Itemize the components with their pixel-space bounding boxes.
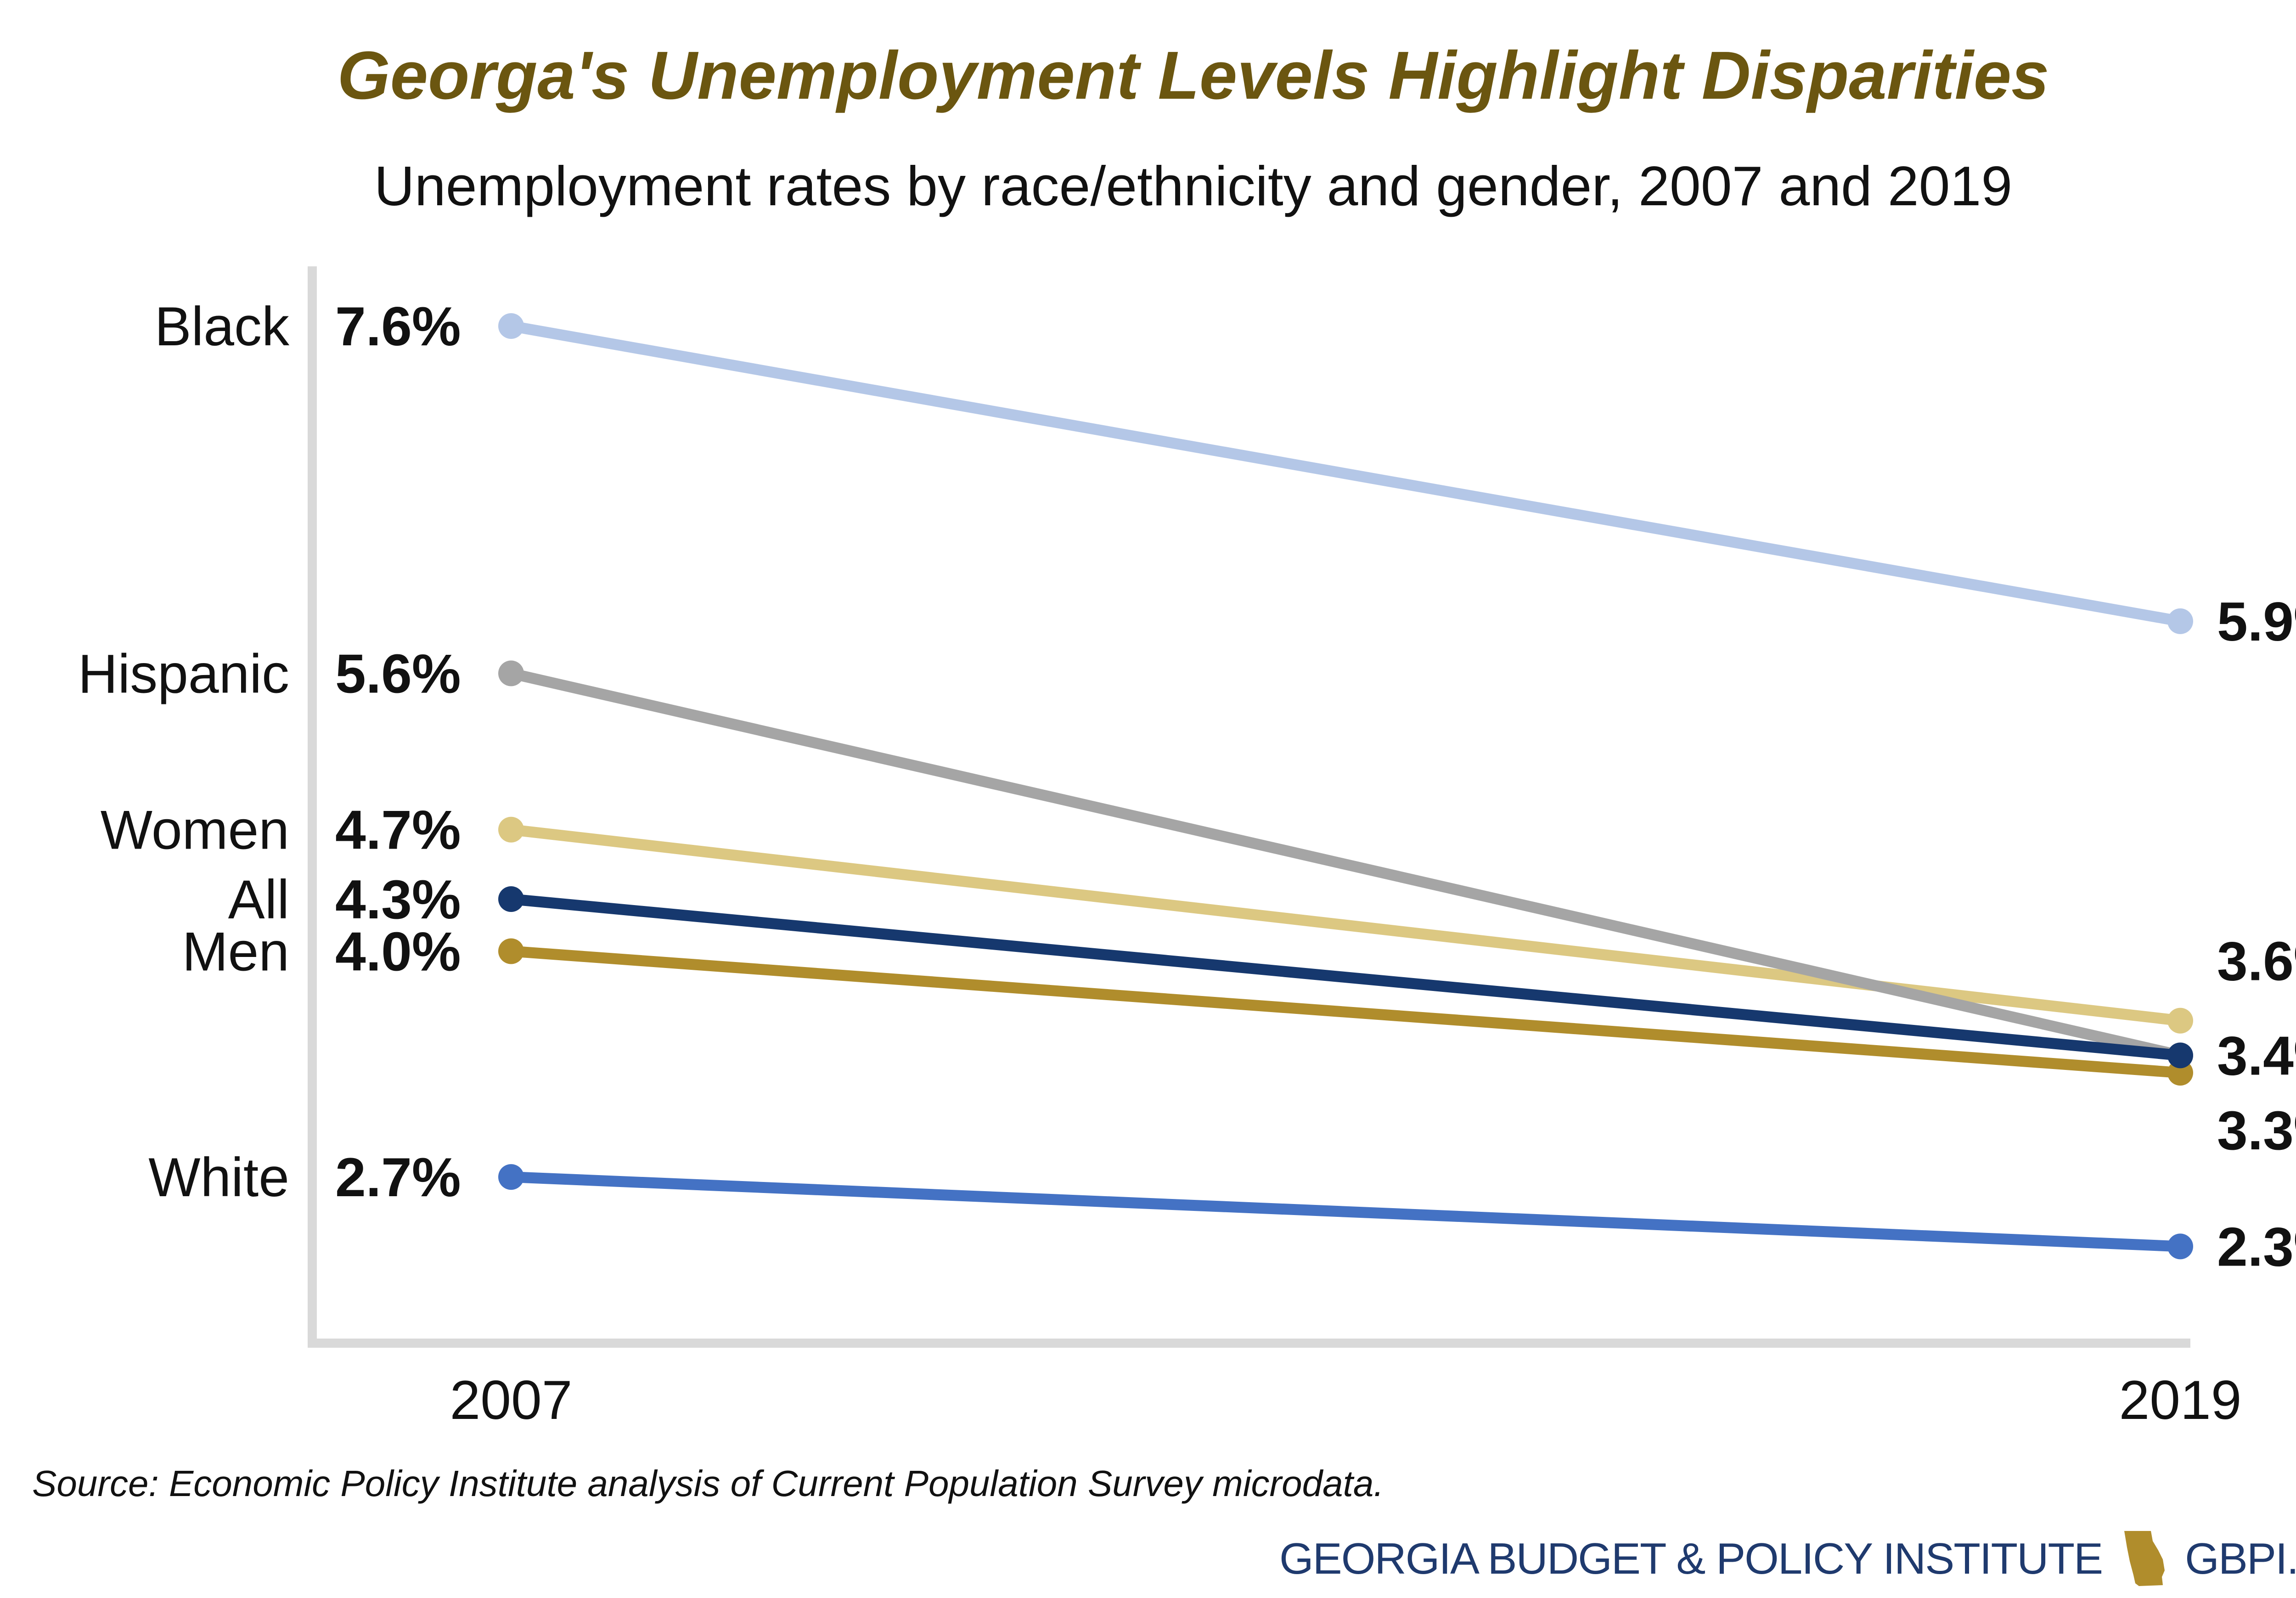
- series-name-women: Women: [101, 799, 289, 861]
- series-name-white: White: [148, 1147, 289, 1208]
- value-label-women-2019: 3.6%: [2217, 931, 2296, 992]
- series-line-white: [506, 1171, 2186, 1252]
- point-women-2007: [498, 816, 524, 843]
- point-black-2007: [498, 313, 524, 339]
- x-tick-label-2007: 2007: [450, 1369, 573, 1431]
- point-black-2019: [2167, 608, 2193, 634]
- source-note: Source: Economic Policy Institute analys…: [32, 1463, 1384, 1504]
- series-line-hispanic: [506, 668, 2186, 1061]
- value-label-all-2019: 3.4%: [2217, 1025, 2296, 1086]
- point-all-2007: [498, 886, 524, 912]
- value-label-women-2007: 4.7%: [335, 799, 461, 861]
- value-label-white-2019: 2.3%: [2217, 1216, 2296, 1277]
- series-name-men: Men: [182, 921, 289, 982]
- value-label-men-2007: 4.0%: [335, 921, 461, 982]
- chart-subtitle: Unemployment rates by race/ethnicity and…: [374, 155, 2013, 217]
- org-name: GEORGIA BUDGET & POLICY INSTITUTE: [1279, 1534, 2103, 1583]
- value-label-white-2007: 2.7%: [335, 1147, 461, 1208]
- point-white-2019: [2167, 1233, 2193, 1260]
- value-label-hispanic-2007: 5.6%: [335, 643, 461, 704]
- series-line-all: [506, 894, 2186, 1061]
- series-line-men: [506, 945, 2186, 1079]
- value-label-black-2007: 7.6%: [335, 296, 461, 357]
- point-white-2007: [498, 1164, 524, 1190]
- georgia-state-map-icon: [2124, 1531, 2165, 1586]
- value-label-men-2019: 3.3%: [2217, 1100, 2296, 1161]
- value-label-all-2007: 4.3%: [335, 869, 461, 930]
- x-tick-label-2019: 2019: [2119, 1369, 2242, 1431]
- chart-title: Georga's Unemployment Levels Highlight D…: [337, 38, 2049, 113]
- series-name-all: All: [228, 869, 289, 930]
- point-women-2019: [2167, 1007, 2193, 1034]
- series-line-black: [506, 321, 2186, 627]
- point-men-2007: [498, 938, 524, 964]
- point-hispanic-2007: [498, 660, 524, 686]
- site-link[interactable]: GBPI.org: [2185, 1534, 2296, 1583]
- point-all-2019: [2167, 1042, 2193, 1069]
- series-name-black: Black: [155, 296, 290, 357]
- value-label-black-2019: 5.9%: [2217, 591, 2296, 653]
- branding: GEORGIA BUDGET & POLICY INSTITUTE GBPI.o…: [1279, 1529, 2296, 1589]
- series-name-hispanic: Hispanic: [78, 643, 289, 704]
